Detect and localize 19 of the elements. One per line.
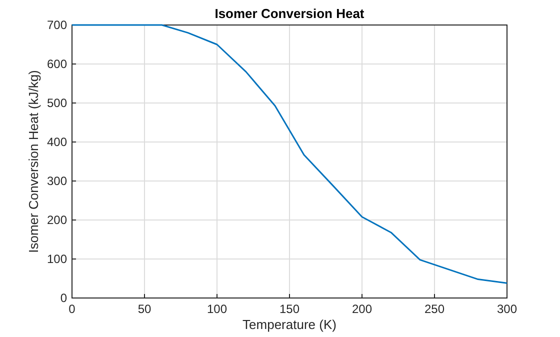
y-tick-label: 400 bbox=[46, 135, 68, 149]
line-series bbox=[72, 24, 507, 284]
y-tick-label: 100 bbox=[46, 252, 68, 266]
x-tick-label: 100 bbox=[206, 302, 228, 316]
x-tick-label: 250 bbox=[424, 302, 445, 316]
x-tick-label: 300 bbox=[496, 302, 518, 316]
x-axis-title: Temperature (K) bbox=[242, 317, 336, 332]
y-axis-title: Isomer Conversion Heat (kJ/kg) bbox=[26, 70, 41, 253]
chart-title: Isomer Conversion Heat bbox=[214, 6, 365, 21]
x-tick-label: 50 bbox=[138, 302, 152, 316]
y-tick-label: 200 bbox=[46, 213, 68, 227]
y-tick-label: 700 bbox=[46, 18, 68, 32]
y-tick-label: 300 bbox=[46, 174, 68, 188]
y-tick-label: 600 bbox=[46, 57, 68, 71]
x-tick-label: 0 bbox=[68, 302, 76, 316]
y-tick-label: 0 bbox=[60, 291, 68, 305]
y-tick-label: 500 bbox=[46, 96, 68, 110]
x-tick-label: 200 bbox=[352, 302, 372, 316]
x-tick-label: 150 bbox=[279, 302, 300, 316]
